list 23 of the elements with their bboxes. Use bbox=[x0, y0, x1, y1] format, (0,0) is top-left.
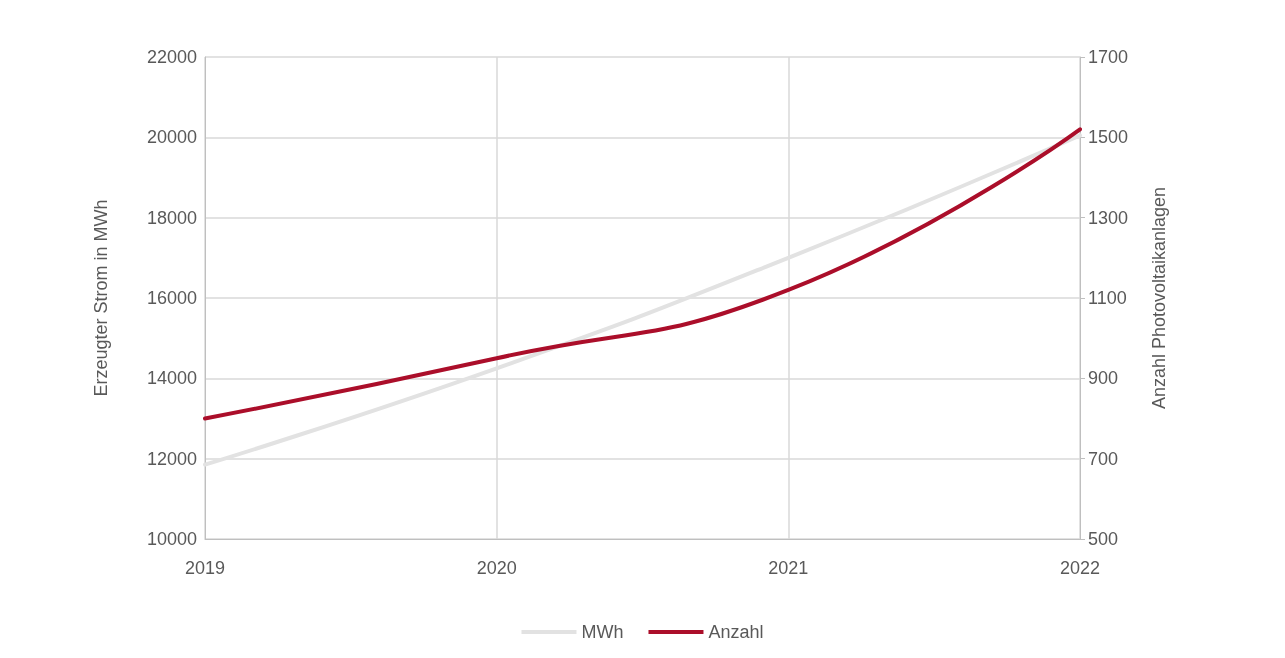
legend-label: Anzahl bbox=[708, 622, 764, 642]
y2-tick-label: 900 bbox=[1088, 368, 1119, 389]
y2-tick-label: 1300 bbox=[1088, 207, 1129, 228]
x-tick-label: 2021 bbox=[768, 558, 809, 578]
y-tick-label: 14000 bbox=[146, 368, 197, 389]
y-tick-label: 22000 bbox=[146, 47, 197, 67]
x-tick-label: 2019 bbox=[184, 558, 226, 578]
x-tick-label: 2020 bbox=[476, 558, 517, 578]
line-series bbox=[203, 127, 1082, 421]
y2-tick-label: 1100 bbox=[1088, 288, 1127, 308]
x-tick-label: 2022 bbox=[1059, 558, 1101, 578]
legend-label: MWh bbox=[581, 622, 624, 642]
y2-tick-label: 500 bbox=[1088, 529, 1119, 549]
y-tick-label: 16000 bbox=[146, 288, 197, 308]
y2-tick-label: 1700 bbox=[1088, 47, 1129, 67]
y2-axis-title: Anzahl Photovoltaikanlagen bbox=[1149, 186, 1169, 410]
y2-tick-label: 700 bbox=[1088, 448, 1119, 469]
y-tick-label: 10000 bbox=[146, 529, 197, 549]
y-axis-title: Erzeugter Strom in MWh bbox=[91, 199, 111, 397]
y-tick-label: 12000 bbox=[146, 448, 197, 469]
y2-tick-label: 1500 bbox=[1088, 127, 1129, 148]
y-tick-label: 20000 bbox=[146, 127, 197, 148]
y-tick-label: 18000 bbox=[146, 207, 197, 228]
